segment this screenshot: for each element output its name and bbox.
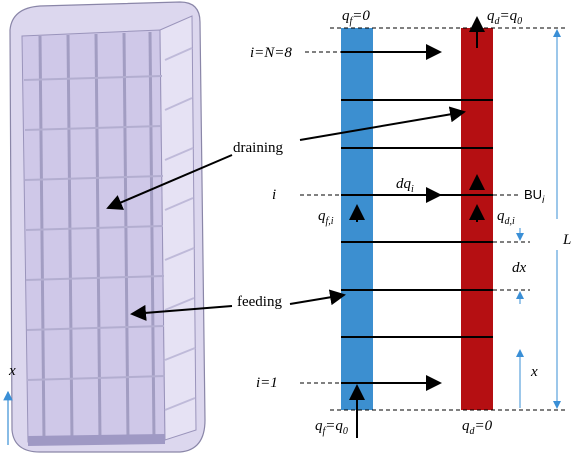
diagram: x qf=0 qd=q0 i=N=8 draining i dqi BUi qf… [0,0,572,463]
module-render [10,2,205,452]
qf-bottom: qf=q0 [315,418,348,437]
dq-label: dqi [396,176,414,195]
qd-top: qd=q0 [487,8,522,27]
qdi-label: qd,i [497,208,515,227]
bounds [300,28,566,410]
L-label: L [562,232,571,248]
dx-label: dx [512,260,527,276]
i-top: i=N=8 [250,45,292,61]
qfi-label: qf,i [318,208,334,227]
i-bottom: i=1 [256,375,278,391]
draining-label: draining [233,140,283,156]
i-mid: i [272,187,276,203]
qf-top: qf=0 [342,8,370,27]
feeding-label: feeding [237,294,282,310]
dimension-arrows [520,30,557,408]
qd-bottom: qd=0 [462,418,493,437]
x-label-right: x [530,364,538,380]
bu-label: BUi [524,187,545,206]
x-label-left: x [8,363,16,379]
